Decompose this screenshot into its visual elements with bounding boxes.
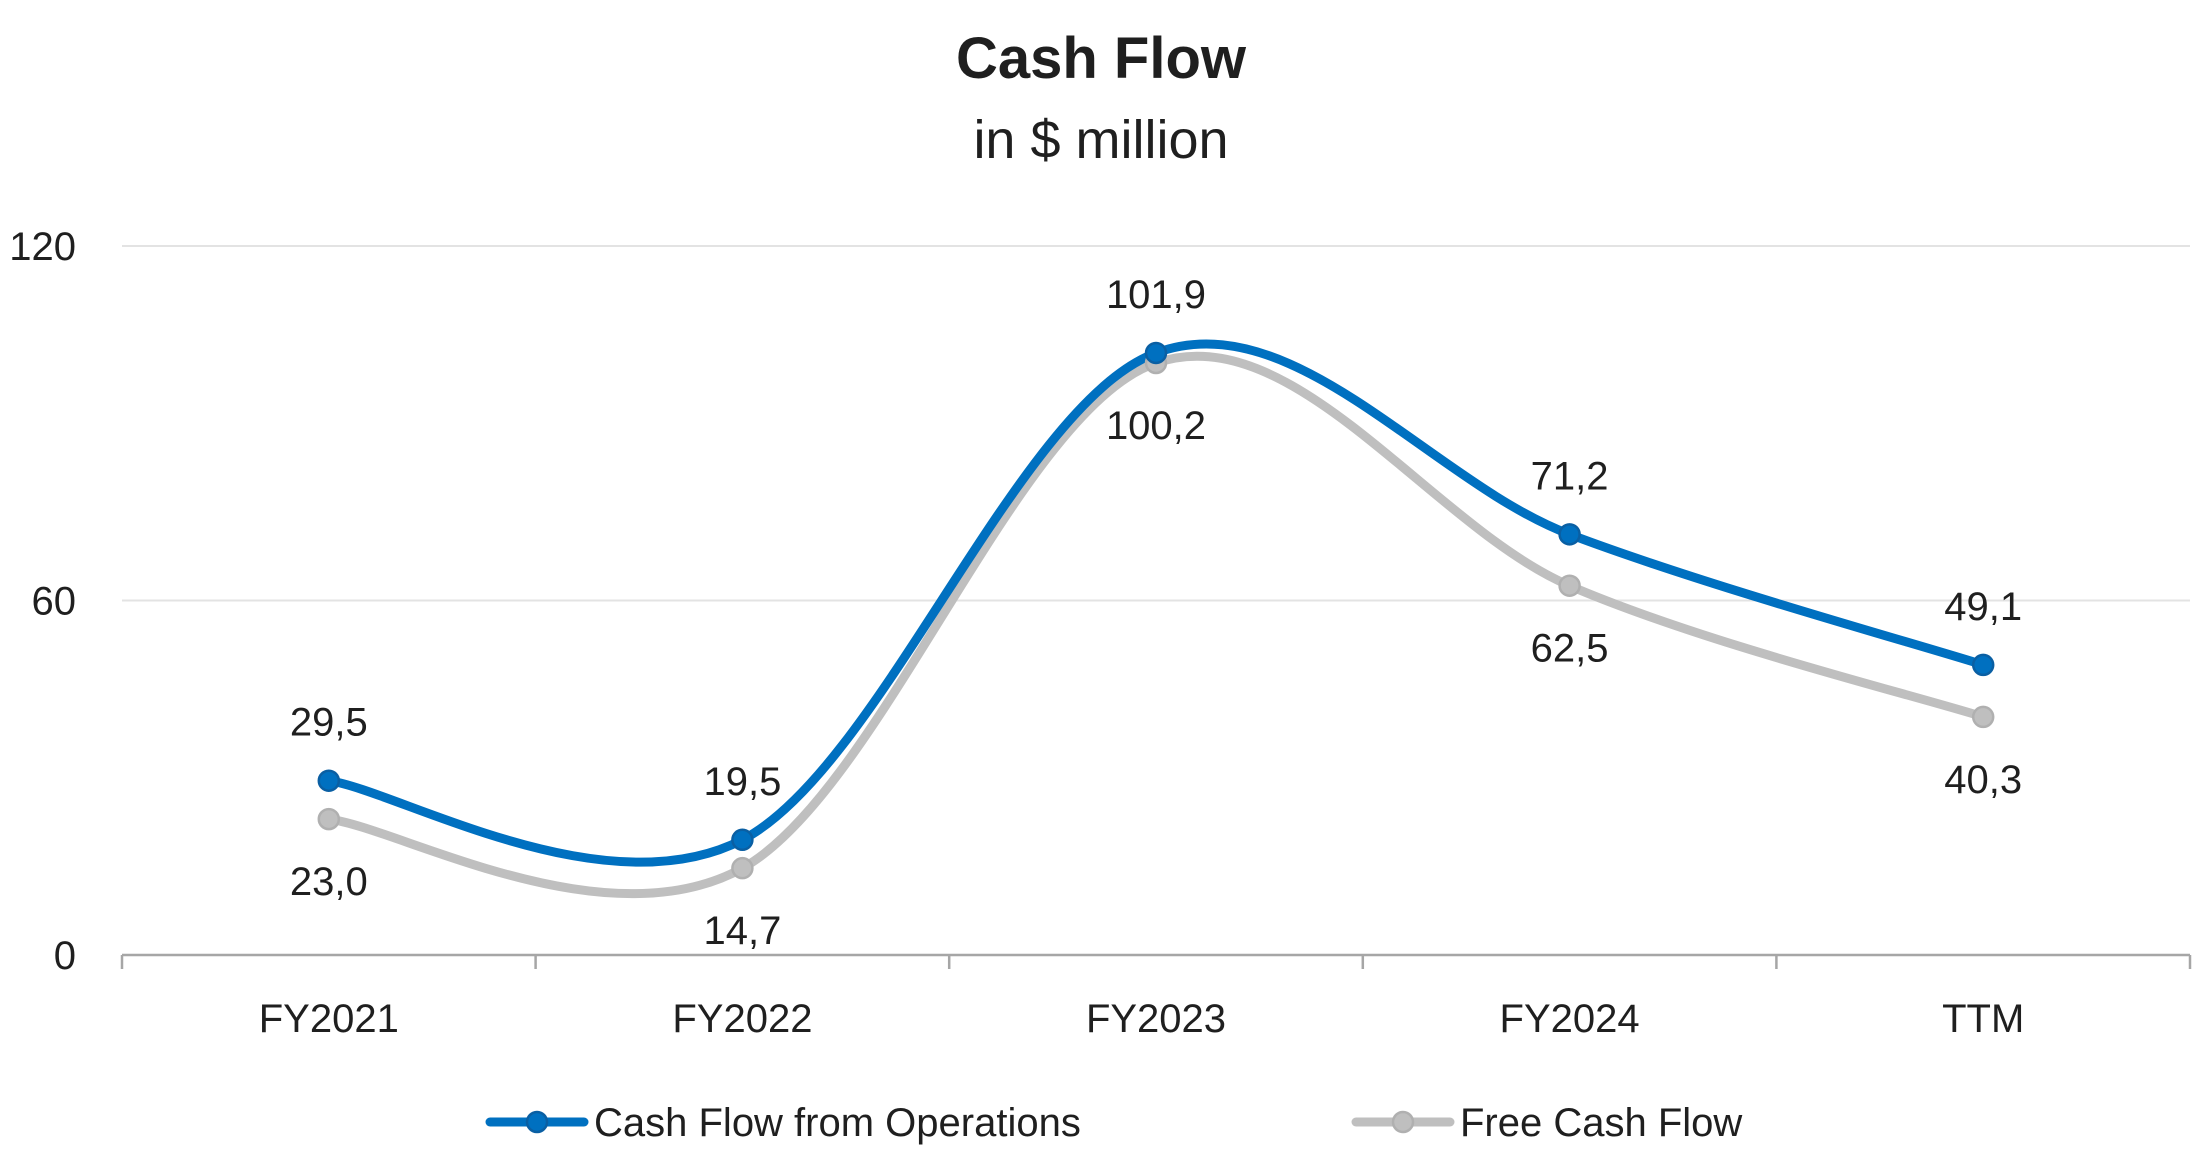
data-label: 14,7 bbox=[703, 909, 781, 953]
data-label: 29,5 bbox=[290, 701, 368, 745]
series-lines bbox=[324, 339, 1988, 899]
data-labels: 23,0 14,7 100,2 62,5 40,3 29,5 19,5 101,9 71,2 49… bbox=[290, 273, 2022, 953]
data-point bbox=[1558, 574, 1581, 597]
y-tick-label: 0 bbox=[54, 934, 76, 978]
legend-marker-1 bbox=[1391, 1110, 1415, 1134]
y-tick-label: 120 bbox=[9, 225, 76, 269]
series-markers bbox=[317, 341, 1995, 880]
data-label: 71,2 bbox=[1531, 454, 1609, 498]
data-point bbox=[731, 856, 754, 880]
series-line-0 bbox=[324, 339, 1988, 867]
x-tick-label: FY2021 bbox=[259, 997, 399, 1041]
data-point bbox=[1971, 653, 1995, 677]
legend-label-1: Free Cash Flow bbox=[1460, 1101, 1742, 1145]
axes: 0 60 120 FY2021 FY2022 FY2023 FY2024 TTM bbox=[9, 225, 2192, 1041]
data-label: 100,2 bbox=[1106, 404, 1206, 448]
chart-subtitle: in $ million bbox=[973, 110, 1228, 170]
x-tick-label: FY2023 bbox=[1086, 997, 1226, 1041]
data-label: 62,5 bbox=[1531, 627, 1609, 671]
x-tick-label: FY2024 bbox=[1500, 997, 1640, 1041]
data-point bbox=[317, 769, 341, 792]
data-point bbox=[1558, 523, 1581, 546]
x-tick-label: FY2022 bbox=[672, 997, 812, 1041]
data-label: 49,1 bbox=[1944, 585, 2022, 629]
series-line-1 bbox=[324, 351, 1988, 899]
legend-marker-0 bbox=[525, 1110, 549, 1134]
x-tick-label: TTM bbox=[1942, 997, 2024, 1041]
data-label: 101,9 bbox=[1106, 273, 1206, 317]
data-label: 23,0 bbox=[290, 860, 368, 904]
y-tick-label: 60 bbox=[32, 580, 77, 624]
data-label: 19,5 bbox=[703, 760, 781, 804]
legend: Cash Flow from Operations Free Cash Flow bbox=[485, 1101, 1742, 1145]
legend-label-0: Cash Flow from Operations bbox=[594, 1101, 1081, 1145]
chart-title: Cash Flow bbox=[956, 26, 1247, 91]
gridlines bbox=[122, 245, 2190, 602]
data-point bbox=[1971, 705, 1995, 729]
data-point bbox=[731, 828, 754, 852]
data-point bbox=[317, 807, 341, 831]
data-label: 40,3 bbox=[1944, 758, 2022, 802]
data-point bbox=[1144, 341, 1168, 365]
